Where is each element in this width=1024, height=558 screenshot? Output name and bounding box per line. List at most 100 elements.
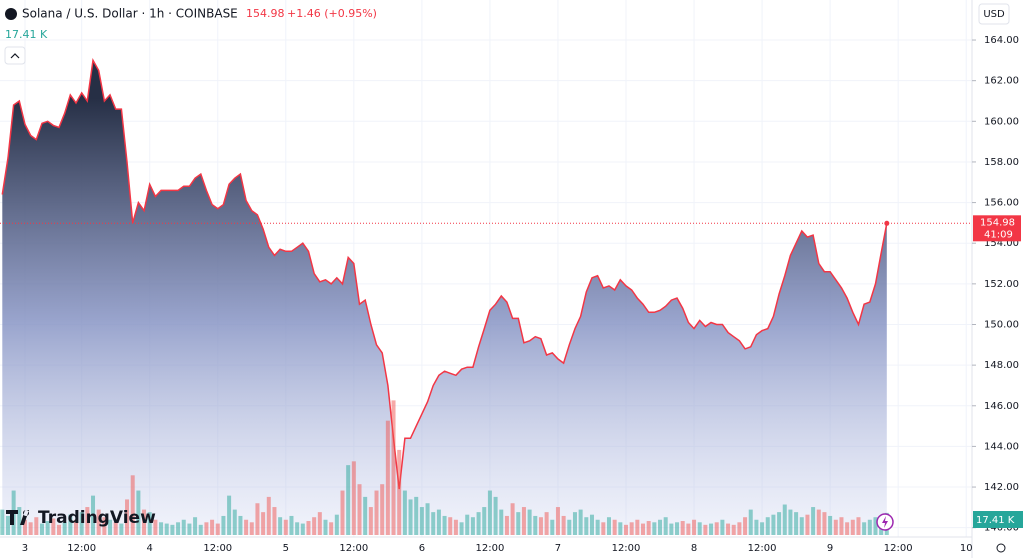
volume-bar: [572, 512, 577, 535]
volume-bar: [799, 517, 804, 535]
volume-bar: [867, 519, 872, 535]
volume-bar: [584, 517, 589, 535]
volume-bar: [487, 490, 492, 535]
x-tick-label: 4: [147, 543, 153, 554]
volume-bar: [726, 523, 731, 535]
volume-bar: [215, 523, 220, 535]
volume-bar: [686, 523, 691, 535]
x-tick-label: 5: [283, 543, 289, 554]
brand: TradingView: [38, 508, 156, 528]
volume-bar: [533, 515, 538, 535]
volume-bar: [578, 509, 583, 535]
volume-bar: [606, 517, 611, 535]
volume-bar: [300, 523, 305, 535]
header-change: +1.46 (+0.95%): [287, 7, 377, 20]
y-tick-label: 152.00: [984, 279, 1019, 290]
price-axis: 140.00 142.00 144.00 146.00 148.00 150.00 152.…: [972, 35, 1019, 534]
header-price: 154.98: [246, 7, 285, 20]
volume-bar: [743, 517, 748, 535]
volume-bar: [731, 524, 736, 535]
volume-bar: [828, 515, 833, 535]
volume-bar: [567, 519, 572, 535]
volume-bar: [476, 512, 481, 535]
volume-bar: [142, 509, 147, 535]
volume-bar: [431, 512, 436, 535]
collapse-button[interactable]: [4, 46, 26, 65]
volume-bar: [714, 522, 719, 535]
volume-bar: [408, 499, 413, 535]
volume-bar: [374, 490, 379, 535]
volume-bar: [62, 522, 67, 535]
volume-bar: [57, 524, 61, 535]
volume-bar: [436, 509, 441, 535]
y-tick-label: 158.00: [984, 157, 1019, 168]
volume-bar: [193, 517, 198, 535]
volume-bar: [289, 515, 294, 535]
volume-bar: [777, 512, 782, 535]
volume-bar: [589, 514, 594, 535]
volume-bar: [561, 515, 566, 535]
volume-bar: [79, 512, 84, 535]
volume-legend: 17.41 K: [5, 28, 48, 41]
volume-bar: [397, 449, 402, 535]
volume-bar: [187, 523, 192, 535]
volume-bar: [816, 509, 821, 535]
volume-bar: [771, 514, 776, 535]
volume-bar: [692, 519, 697, 535]
volume-bar: [538, 517, 543, 535]
last-price-dot: [884, 220, 890, 226]
volume-bar: [833, 519, 838, 535]
volume-bar: [856, 517, 861, 535]
y-tick-label: 148.00: [984, 360, 1019, 371]
volume-bar: [17, 507, 22, 535]
volume-bar: [198, 524, 203, 535]
volume-bar: [748, 509, 753, 535]
volume-bar: [805, 514, 810, 535]
volume-bar: [697, 522, 702, 535]
volume-bar: [113, 522, 118, 535]
volume-bar: [465, 514, 470, 535]
volume-bar: [754, 519, 759, 535]
y-tick-label: 150.00: [984, 319, 1019, 330]
volume-bar: [709, 523, 714, 535]
volume-bar: [51, 518, 56, 535]
volume-bar: [164, 523, 169, 535]
plot: [0, 57, 972, 536]
volume-bar: [170, 524, 175, 535]
x-tick-label: 12:00: [203, 543, 232, 554]
volume-bar: [482, 507, 487, 535]
volume-bar: [363, 496, 368, 535]
volume-bar: [459, 522, 464, 535]
x-tick-label: 8: [691, 543, 697, 554]
y-tick-label: 160.00: [984, 116, 1019, 127]
volume-bar: [96, 509, 101, 535]
volume-bar: [788, 509, 793, 535]
volume-bar: [306, 521, 311, 535]
volume-bar: [629, 522, 634, 535]
volume-bar: [635, 519, 640, 535]
volume-bar: [210, 519, 215, 535]
volume-bar: [448, 517, 453, 535]
currency-button[interactable]: [978, 3, 1010, 25]
volume-bar: [618, 522, 623, 535]
volume-bar: [130, 475, 135, 535]
volume-bar: [822, 512, 827, 535]
volume-bar: [811, 507, 816, 535]
volume-bar: [22, 519, 27, 535]
x-tick-label: 10: [960, 543, 973, 554]
volume-bar: [368, 507, 373, 535]
symbol-title: Solana / U.S. Dollar · 1h · COINBASE: [22, 7, 238, 21]
x-tick-label: 12:00: [67, 543, 96, 554]
settings-button[interactable]: [996, 543, 1006, 553]
volume-bar: [74, 519, 79, 535]
volume-bar: [102, 517, 107, 535]
price-label-box: [973, 215, 1021, 242]
y-tick-label: 162.00: [984, 76, 1019, 87]
volume-bar: [153, 519, 158, 535]
volume-bar: [278, 517, 283, 535]
volume-bar: [504, 515, 509, 535]
volume-bar: [108, 519, 113, 535]
volume-bar: [845, 522, 850, 535]
volume-bar: [601, 522, 606, 535]
collapse-icon: [10, 53, 20, 59]
